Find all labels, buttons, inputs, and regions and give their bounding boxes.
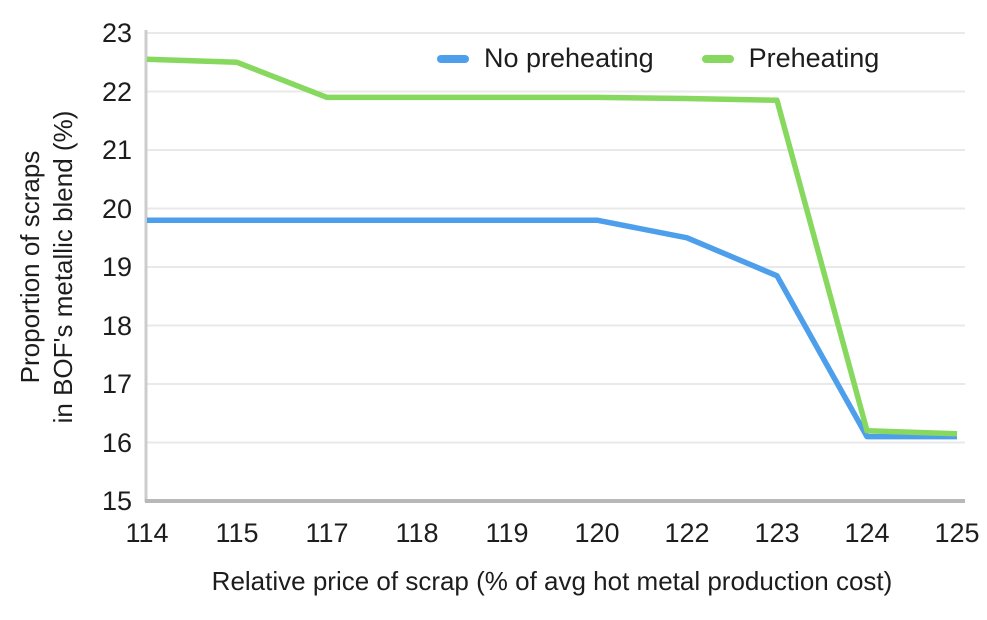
- y-tick-label-21: 21: [101, 135, 132, 165]
- x-tick-label-118: 118: [395, 518, 439, 548]
- legend-swatch-preheating-icon: [701, 54, 734, 63]
- x-tick-label-125: 125: [934, 518, 980, 548]
- y-tick-label-22: 22: [101, 76, 132, 107]
- x-tick-label-123: 123: [754, 518, 800, 548]
- y-tick-label-18: 18: [101, 310, 132, 341]
- legend-label-no-preheating: No preheating: [484, 43, 654, 73]
- y-tick-label-19: 19: [101, 252, 132, 282]
- legend-item-no-preheating: No preheating: [437, 43, 654, 74]
- x-tick-label-120: 120: [574, 518, 620, 548]
- legend-item-preheating: Preheating: [701, 43, 880, 74]
- x-tick-label-122: 122: [664, 518, 710, 548]
- chart-legend: No preheating Preheating: [437, 41, 886, 76]
- legend-label-preheating: Preheating: [748, 43, 880, 73]
- y-tick-label-16: 16: [101, 427, 132, 458]
- legend-swatch-no-preheating-icon: [437, 54, 469, 63]
- x-tick-label-124: 124: [844, 518, 890, 548]
- y-tick-label-17: 17: [101, 369, 132, 399]
- y-tick-label-15: 15: [101, 486, 132, 516]
- y-tick-label-20: 20: [101, 193, 132, 224]
- x-tick-label-119: 119: [485, 518, 529, 548]
- x-tick-label-115: 115: [215, 518, 259, 548]
- x-tick-label-114: 114: [125, 518, 169, 548]
- series-line-preheating: [146, 56, 958, 437]
- y-tick-label-23: 23: [101, 18, 132, 48]
- series-line-no-preheating: [147, 217, 957, 440]
- x-tick-label-117: 117: [305, 518, 349, 548]
- x-axis-title: Relative price of scrap (% of avg hot me…: [211, 566, 893, 596]
